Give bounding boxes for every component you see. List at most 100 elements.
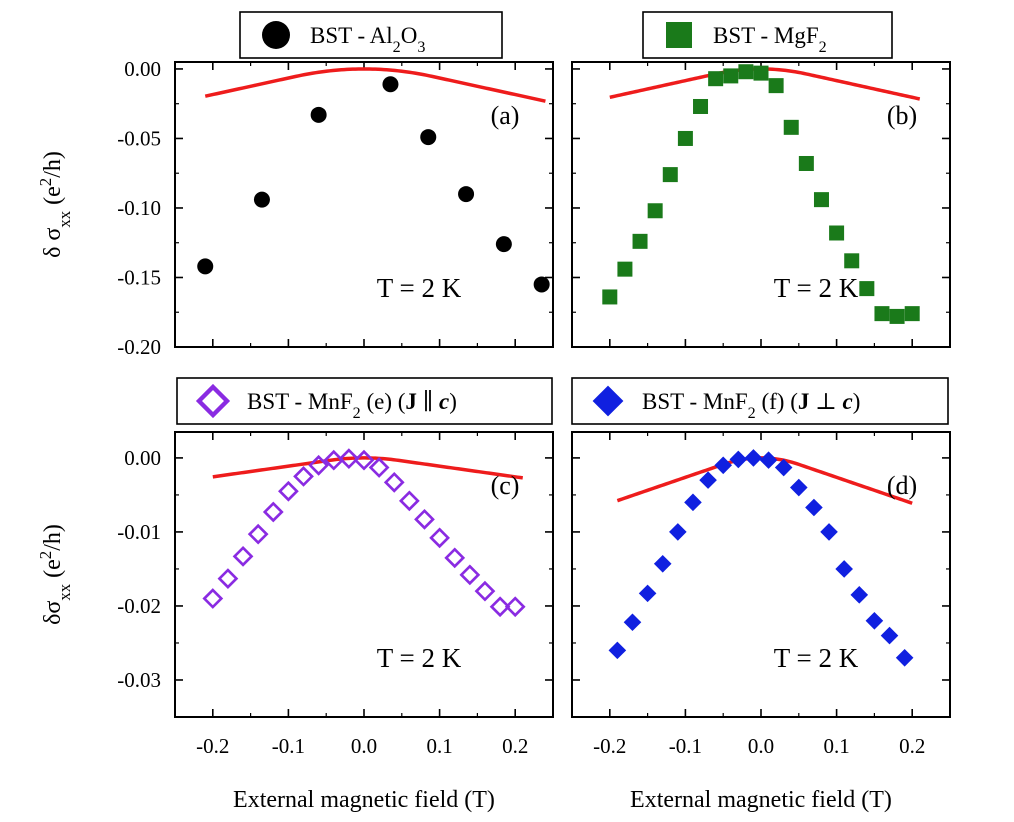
legend-label: BST - MnF2 (f) (J ⊥ c) — [642, 389, 860, 422]
data-point — [489, 596, 511, 618]
legend-marker — [262, 21, 290, 49]
data-point — [768, 78, 784, 94]
panel-label: (d) — [887, 471, 917, 500]
data-point — [202, 588, 224, 609]
data-point — [444, 547, 466, 569]
data-point — [774, 458, 793, 477]
panel-c: 0.00 -0.01 -0.02 -0.03 -0.2 -0.1 0.0 0.1 0.2 (c) T… — [36, 377, 554, 813]
data-point — [844, 253, 860, 269]
legend-box — [571, 377, 949, 425]
legend-label: BST - MgF2 — [713, 23, 827, 56]
data-point — [895, 648, 914, 667]
temperature-annotation: T = 2 K — [774, 273, 859, 303]
y-tick-label: -0.05 — [117, 126, 161, 150]
data-point — [714, 456, 732, 475]
data-point — [744, 449, 763, 467]
y-tick-label: -0.15 — [117, 265, 161, 289]
data-point — [820, 523, 838, 541]
panel-label: (a) — [491, 101, 520, 130]
data-point — [323, 449, 345, 471]
data-point — [729, 450, 748, 469]
data-point — [310, 106, 327, 123]
x-tick-label: 0.0 — [748, 734, 774, 758]
data-point — [338, 448, 360, 470]
data-point — [669, 523, 687, 541]
panel-label: (c) — [491, 471, 520, 500]
data-point — [759, 451, 778, 469]
x-tick-label: -0.1 — [272, 734, 305, 758]
data-point — [617, 261, 633, 277]
data-point — [653, 554, 672, 573]
data-point — [368, 457, 390, 478]
legend-label: BST - MnF2 (e) (J ∥ c) — [247, 389, 457, 422]
data-point — [880, 626, 899, 645]
data-point — [429, 527, 450, 549]
legend-marker — [195, 383, 231, 419]
y-tick-label: 0.00 — [124, 446, 161, 470]
data-point — [420, 129, 437, 146]
data-point — [247, 523, 269, 545]
data-point — [638, 584, 657, 603]
data-point — [677, 130, 693, 146]
data-point — [504, 596, 526, 618]
data-point — [693, 98, 709, 114]
y-tick-label: -0.10 — [117, 196, 161, 220]
x-tick-label: 0.2 — [502, 734, 528, 758]
data-point — [495, 236, 512, 253]
fit-curve — [212, 456, 524, 480]
panel-b: (b) T = 2 K BST - MgF2 — [571, 11, 951, 348]
x-tick-label: -0.2 — [196, 734, 229, 758]
data-point — [197, 258, 214, 275]
data-point — [904, 306, 920, 322]
data-point — [699, 471, 717, 489]
data-point — [217, 568, 239, 589]
data-point — [865, 611, 884, 630]
y-axis-title: δσxx (e2/h) — [36, 524, 74, 625]
fit-curve — [204, 67, 546, 103]
temperature-annotation: T = 2 K — [774, 643, 859, 673]
data-point — [308, 454, 330, 476]
data-point — [232, 545, 254, 567]
temperature-annotation: T = 2 K — [377, 643, 462, 673]
panel-d: -0.2 -0.1 0.0 0.1 0.2 (d) T = 2 K BST - MnF2 (f… — [571, 377, 951, 813]
x-tick-label: 0.1 — [426, 734, 452, 758]
data-point — [262, 501, 284, 523]
data-point — [790, 478, 808, 497]
data-point — [414, 508, 435, 530]
data-point — [805, 498, 823, 517]
y-tick-label: -0.02 — [117, 594, 161, 618]
y-tick-label: -0.20 — [117, 335, 161, 359]
data-point — [278, 480, 299, 502]
data-point — [459, 564, 481, 586]
data-point — [382, 76, 399, 93]
y-axis-title: δ σxx (e2/h) — [36, 151, 74, 258]
data-point — [859, 281, 875, 297]
x-tick-label: 0.2 — [899, 734, 925, 758]
y-tick-label: 0.00 — [124, 57, 161, 81]
y-tick-label: -0.01 — [117, 520, 161, 544]
data-point — [353, 449, 375, 471]
panel-a: 0.00 -0.05 -0.10 -0.15 -0.20 (a) T = 2 K BST - … — [36, 11, 554, 359]
data-point — [608, 641, 627, 660]
data-point — [835, 560, 853, 578]
data-point — [662, 167, 678, 183]
data-point — [723, 68, 739, 84]
data-point — [253, 191, 270, 208]
y-tick-label: -0.03 — [117, 668, 161, 692]
data-point — [829, 225, 845, 241]
data-point — [632, 233, 648, 249]
x-tick-label: -0.2 — [593, 734, 626, 758]
x-tick-label: 0.1 — [823, 734, 849, 758]
x-tick-label: 0.0 — [351, 734, 377, 758]
legend-label: BST - Al2O3 — [310, 23, 425, 56]
x-tick-label: -0.1 — [669, 734, 702, 758]
panel-label: (b) — [887, 101, 917, 130]
data-point — [533, 276, 550, 293]
data-point — [874, 306, 890, 322]
data-point — [738, 64, 754, 80]
data-point — [708, 71, 724, 87]
data-point — [458, 186, 475, 203]
legend-box — [176, 377, 553, 425]
data-point — [474, 580, 496, 602]
